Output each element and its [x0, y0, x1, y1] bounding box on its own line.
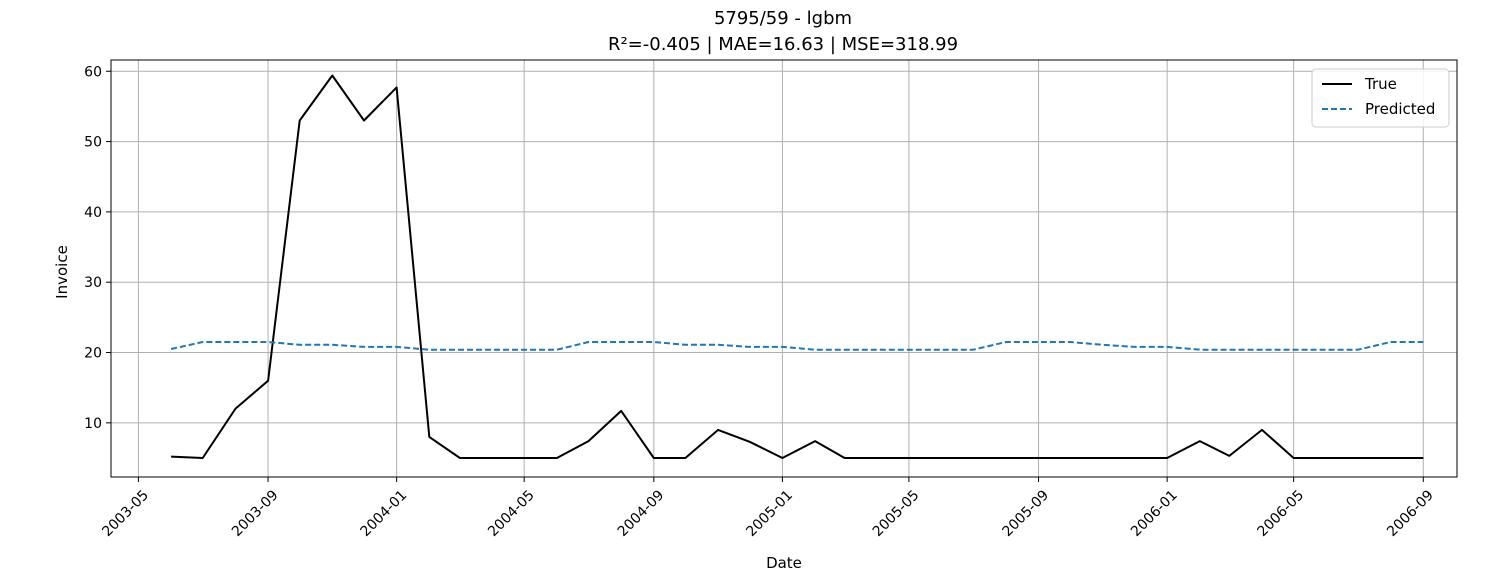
x-tick-label: 2006-01 — [1128, 487, 1181, 540]
chart-title: 5795/59 - lgbm — [714, 8, 852, 29]
x-tick-label: 2005-01 — [743, 487, 796, 540]
grid — [111, 60, 1457, 477]
series-line-true — [171, 74, 1424, 459]
y-tick-label: 50 — [84, 135, 102, 151]
x-tick-label: 2006-09 — [1384, 487, 1437, 540]
x-tick-label: 2005-05 — [870, 487, 923, 540]
x-tick-label: 2004-05 — [485, 487, 538, 540]
y-axis-label: Invoice — [53, 245, 71, 299]
legend: True Predicted — [1311, 68, 1450, 128]
x-tick-label: 2005-09 — [999, 487, 1052, 540]
x-tick-label: 2006-05 — [1255, 487, 1308, 540]
x-axis-ticks: 2003-05 2003-09 2004-01 2004-05 2004-09 2005-… — [99, 477, 1437, 540]
x-tick-label: 2004-09 — [615, 487, 668, 540]
y-tick-label: 60 — [84, 64, 102, 80]
y-tick-label: 20 — [84, 346, 102, 362]
series-lines — [170, 74, 1424, 459]
y-tick-label: 10 — [84, 416, 102, 432]
x-tick-label: 2003-09 — [229, 487, 282, 540]
chart-subtitle: R²=-0.405 | MAE=16.63 | MSE=318.99 — [608, 34, 958, 55]
plot-frame — [110, 59, 1458, 478]
y-axis-ticks: 10 20 30 40 50 60 — [84, 64, 111, 432]
series-line-predicted — [170, 341, 1424, 351]
x-tick-label: 2003-05 — [99, 487, 152, 540]
x-axis-label: Date — [766, 554, 802, 572]
legend-label-predicted: Predicted — [1365, 100, 1435, 118]
x-tick-label: 2004-01 — [358, 487, 411, 540]
y-tick-label: 40 — [84, 205, 102, 221]
y-tick-label: 30 — [84, 275, 102, 291]
legend-label-true: True — [1364, 75, 1397, 93]
